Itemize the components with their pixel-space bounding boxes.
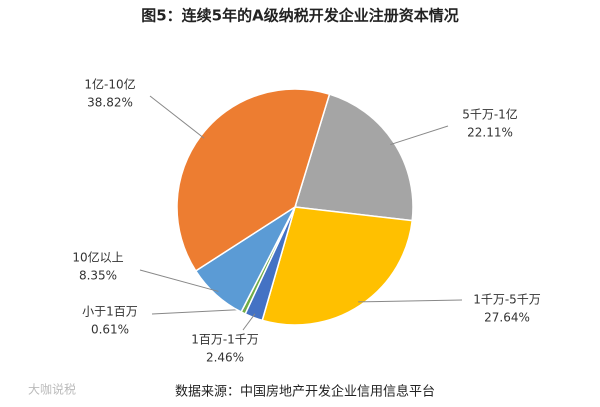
source-note: 数据来源：中国房地产开发企业信用信息平台: [175, 384, 435, 400]
watermark: 大咖说税: [28, 382, 76, 397]
chart-title: 图5：连续5年的A级纳税开发企业注册资本情况: [141, 7, 459, 25]
pie-slice: [294, 93, 414, 222]
slice-label: 小于1百万: [82, 305, 138, 319]
value-label: 0.61%: [91, 323, 129, 337]
pie-slice: [261, 206, 414, 326]
value-label: 8.35%: [79, 269, 117, 283]
leader-line: [242, 313, 256, 331]
slice-label: 1百万-1千万: [191, 333, 259, 347]
slice-label: 1千万-5千万: [473, 293, 541, 307]
leader-line: [149, 95, 205, 139]
value-label: 27.64%: [484, 311, 530, 325]
slice-label: 5千万-1亿: [462, 107, 518, 122]
value-label: 22.11%: [467, 126, 513, 140]
leader-line: [151, 308, 245, 315]
leader-line: [358, 299, 463, 303]
slice-label: 10亿以上: [72, 250, 123, 265]
leader-line: [139, 269, 219, 292]
value-label: 38.82%: [87, 96, 133, 110]
slice-label: 1亿-10亿: [84, 77, 135, 92]
value-label: 2.46%: [206, 351, 244, 365]
leader-line: [390, 125, 449, 146]
